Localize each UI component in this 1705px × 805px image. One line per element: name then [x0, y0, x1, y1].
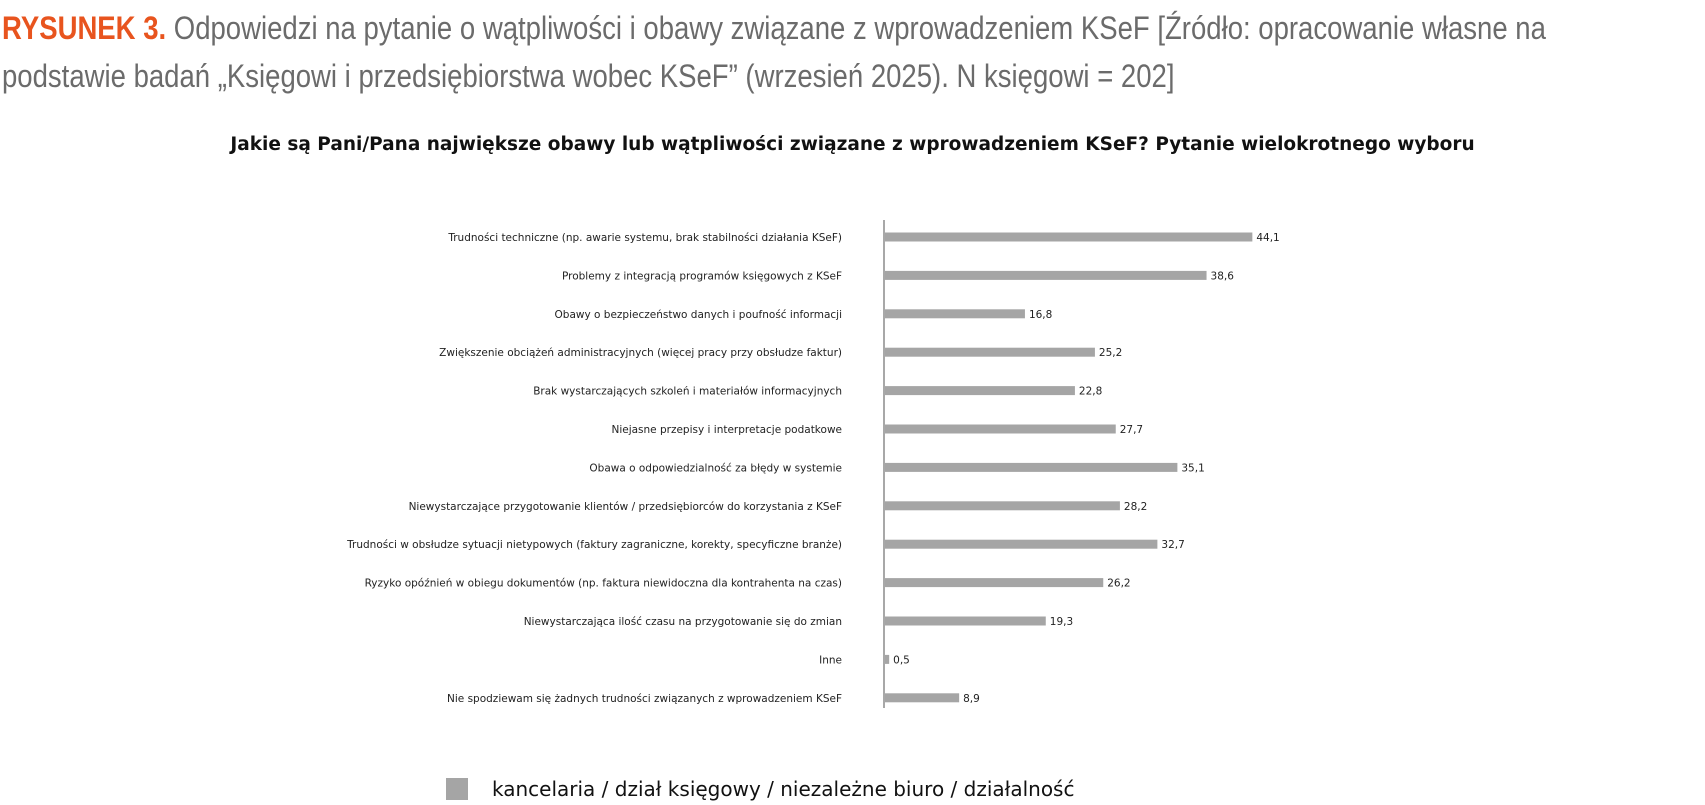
bar: [885, 386, 1075, 396]
data-label: 16,8: [1029, 309, 1052, 321]
bar: [885, 232, 1253, 242]
chart-legend: kancelaria / dział księgowy / niezależne…: [446, 776, 1074, 802]
bar: [885, 616, 1046, 626]
figure-caption-line2: podstawie badań „Księgowi i przedsiębior…: [2, 58, 1175, 94]
data-label: 35,1: [1181, 462, 1204, 474]
bar: [885, 462, 1178, 472]
figure-caption: RYSUNEK 3. Odpowiedzi na pytanie o wątpl…: [2, 4, 1546, 100]
legend-swatch: [446, 778, 468, 800]
data-label: 27,7: [1120, 424, 1143, 436]
category-label: Zwiększenie obciążeń administracyjnych (…: [439, 347, 842, 359]
data-label: 32,7: [1161, 539, 1184, 551]
chart-title: Jakie są Pani/Pana największe obawy lub …: [230, 134, 1475, 155]
category-label: Niejasne przepisy i interpretacje podatk…: [611, 424, 842, 436]
data-label: 8,9: [963, 693, 980, 705]
bar: [885, 693, 960, 703]
data-label: 0,5: [893, 654, 910, 666]
category-label: Inne: [819, 654, 842, 666]
bar: [885, 347, 1095, 357]
category-label: Trudności techniczne (np. awarie systemu…: [447, 232, 842, 244]
bar-chart: Trudności techniczne (np. awarie systemu…: [346, 220, 1280, 708]
bar: [885, 309, 1025, 319]
category-label: Problemy z integracją programów księgowy…: [562, 270, 842, 282]
data-label: 22,8: [1079, 386, 1102, 398]
legend-label: kancelaria / dział księgowy / niezależne…: [492, 777, 1075, 801]
bar: [885, 654, 890, 664]
category-label: Niewystarczające przygotowanie klientów …: [409, 501, 842, 513]
bar: [885, 270, 1207, 280]
category-label: Ryzyko opóźnień w obiegu dokumentów (np.…: [365, 578, 842, 590]
bar: [885, 424, 1116, 434]
category-label: Niewystarczająca ilość czasu na przygoto…: [524, 616, 842, 628]
data-label: 19,3: [1050, 616, 1073, 628]
category-label: Brak wystarczających szkoleń i materiałó…: [533, 386, 842, 398]
data-label: 44,1: [1256, 232, 1279, 244]
data-label: 38,6: [1211, 270, 1235, 282]
bar: [885, 539, 1158, 549]
bar: [885, 501, 1120, 511]
data-label: 26,2: [1107, 578, 1130, 590]
category-label: Nie spodziewam się żadnych trudności zwi…: [447, 693, 842, 705]
category-label: Obawa o odpowiedzialność za błędy w syst…: [589, 462, 842, 474]
data-label: 28,2: [1124, 501, 1147, 513]
category-label: Trudności w obsłudze sytuacji nietypowyc…: [346, 539, 842, 551]
figure-caption-line1: Odpowiedzi na pytanie o wątpliwości i ob…: [166, 10, 1546, 46]
data-label: 25,2: [1099, 347, 1122, 359]
category-label: Obawy o bezpieczeństwo danych i poufność…: [555, 309, 842, 321]
bar: [885, 578, 1104, 588]
figure-caption-label: RYSUNEK 3.: [2, 10, 167, 46]
